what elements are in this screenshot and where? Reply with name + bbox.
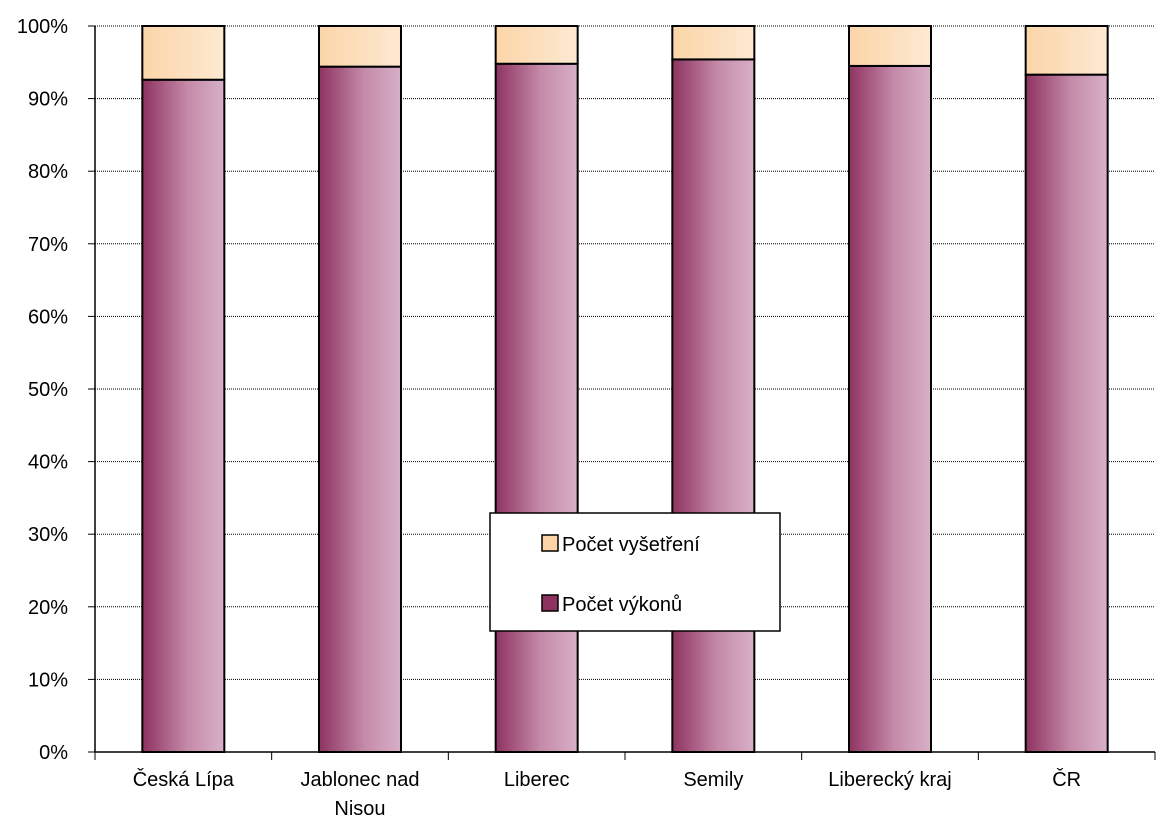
bar-segment <box>848 25 932 67</box>
y-tick-label: 30% <box>28 524 68 546</box>
legend-label: Počet výkonů <box>562 594 682 616</box>
legend-label: Počet vyšetření <box>562 534 700 556</box>
legend-box <box>489 512 781 632</box>
legend: Počet vyšetření Počet výkonů <box>489 512 781 632</box>
x-tick-label: ČR <box>1052 768 1081 791</box>
bar-segment <box>494 62 579 753</box>
x-tick-label: Nisou <box>334 798 385 820</box>
axes <box>88 25 1156 760</box>
x-tick-label: Semily <box>683 769 743 791</box>
y-tick-label: 60% <box>28 306 68 328</box>
legend-swatch <box>541 594 559 612</box>
y-tick-label: 0% <box>39 742 68 764</box>
x-tick-label: Liberecký kraj <box>828 769 951 791</box>
axis-labels: 0% 10% 20% 30% 40% 50% 60% 70% 80% 90% 100% Česká L… <box>17 16 1081 820</box>
bar-segment <box>671 58 756 754</box>
bar-segment <box>318 25 402 68</box>
bar-segment <box>141 78 226 753</box>
x-tick-label: Liberec <box>504 769 570 791</box>
bars <box>141 25 1109 754</box>
x-tick-label: Jablonec nad <box>301 769 420 791</box>
bar-segment <box>671 25 756 61</box>
bar-segment <box>318 65 402 753</box>
bar-segment <box>494 25 579 65</box>
x-tick-label: Česká Lípa <box>133 768 235 791</box>
y-tick-label: 70% <box>28 234 68 256</box>
bar-segment <box>141 25 226 81</box>
y-tick-label: 20% <box>28 597 68 619</box>
bar-segment <box>848 64 932 754</box>
legend-swatch <box>541 534 559 552</box>
bar-segment <box>1024 73 1109 753</box>
y-tick-label: 40% <box>28 452 68 474</box>
y-tick-label: 100% <box>17 16 68 38</box>
y-tick-label: 10% <box>28 669 68 691</box>
bar-segment <box>1024 25 1109 76</box>
y-tick-label: 80% <box>28 161 68 183</box>
y-tick-label: 50% <box>28 379 68 401</box>
y-tick-label: 90% <box>28 89 68 111</box>
